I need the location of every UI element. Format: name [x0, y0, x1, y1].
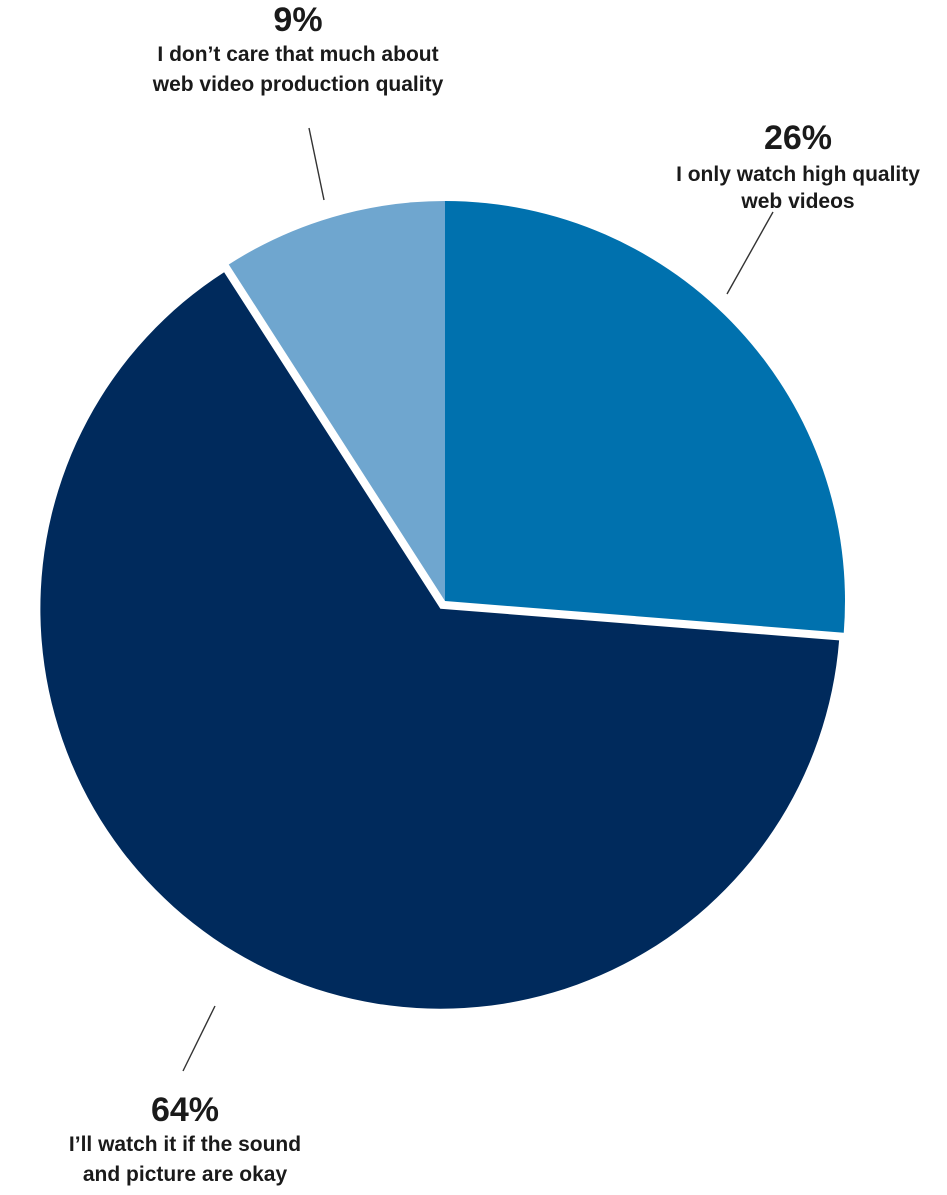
- slice-1-label-line-2: web videos: [740, 190, 854, 213]
- pie-slice-1: [445, 201, 845, 633]
- leader-lines: [182, 127, 774, 1072]
- slice-1-value-label: 26%: [764, 119, 832, 157]
- slice-3-label-line-1: I don’t care that much about: [157, 43, 438, 66]
- slice-label-group-2: 64% I’ll watch it if the sound and pictu…: [69, 1091, 301, 1186]
- leader-line-slice-3: [308, 127, 325, 201]
- pie-slice-3: [228, 201, 445, 601]
- slice-label-group-3: 9% I don’t care that much about web vide…: [152, 1, 444, 96]
- leader-line-slice-1: [726, 211, 774, 295]
- pie-slices: [40, 201, 845, 1009]
- slice-3-value-label: 9%: [273, 1, 322, 39]
- slice-label-group-1: 26% I only watch high quality web videos: [676, 119, 920, 213]
- slice-2-label-line-1: I’ll watch it if the sound: [69, 1133, 301, 1156]
- slice-2-value-label: 64%: [151, 1091, 219, 1129]
- pie-slice-2: [40, 272, 840, 1009]
- slice-2-label-line-2: and picture are okay: [83, 1163, 288, 1186]
- slice-1-label-line-1: I only watch high quality: [676, 163, 920, 186]
- slice-3-label-line-2: web video production quality: [152, 73, 444, 96]
- leader-line-slice-2: [182, 1005, 216, 1072]
